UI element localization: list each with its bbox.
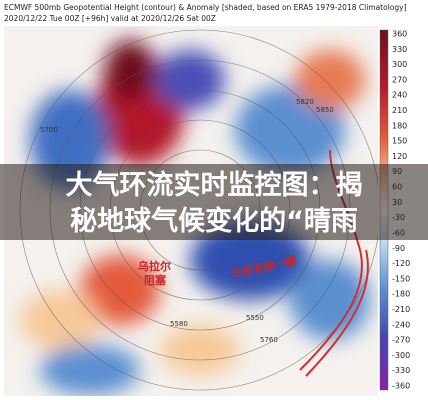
- colorbar-tick-label: -150: [392, 274, 410, 283]
- contour-label: 5820: [296, 98, 314, 106]
- contour-label: 5850: [316, 106, 334, 114]
- header-title: ECMWF 500mb Geopotential Height (contour…: [4, 3, 407, 12]
- header-subtitle: 2020/12/22 Tue 00Z [+96h] valid at 2020/…: [4, 14, 216, 23]
- annotation: 乌拉尔: [138, 259, 171, 273]
- colorbar-tick-label: -360: [392, 382, 410, 391]
- contour-label: 5700: [40, 126, 58, 134]
- colorbar-tick-label: 240: [392, 91, 407, 100]
- banner-bg: [0, 164, 428, 240]
- colorbar-tick-label: -180: [392, 290, 410, 299]
- banner-line: 大气环流实时监控图：揭: [66, 169, 363, 201]
- colorbar-tick-label: 270: [392, 75, 407, 84]
- banner-line: 秘地球气候变化的“晴雨: [70, 205, 358, 237]
- colorbar-tick-label: -210: [392, 305, 410, 314]
- colorbar-tick-label: 120: [392, 152, 407, 161]
- colorbar-tick-label: -270: [392, 336, 410, 345]
- colorbar-tick-label: -240: [392, 320, 410, 329]
- colorbar-tick-label: -120: [392, 259, 410, 268]
- colorbar-tick-label: 150: [392, 137, 407, 146]
- colorbar-tick-label: -300: [392, 351, 410, 360]
- colorbar-tick-label: 180: [392, 121, 407, 130]
- colorbar-tick-label: -330: [392, 366, 410, 375]
- colorbar-tick-label: 360: [392, 30, 407, 39]
- contour-label: 5550: [246, 314, 264, 322]
- annotation: 阻塞: [144, 273, 167, 287]
- colorbar-tick-label: 330: [392, 45, 407, 54]
- colorbar-tick-label: -90: [392, 244, 405, 253]
- colorbar-tick-label: 300: [392, 60, 407, 69]
- colorbar-tick-label: 210: [392, 106, 407, 115]
- contour-label: 5580: [170, 320, 188, 328]
- contour-label: 5760: [260, 336, 278, 344]
